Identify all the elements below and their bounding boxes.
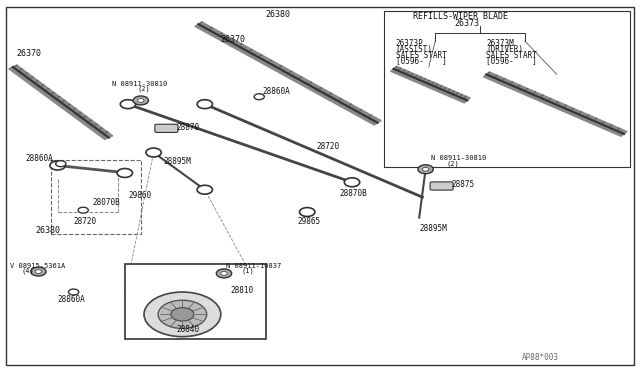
Text: 28720: 28720: [317, 142, 340, 151]
Text: 28870B: 28870B: [339, 189, 367, 198]
Circle shape: [300, 208, 315, 217]
Text: (4): (4): [21, 267, 34, 274]
Circle shape: [133, 96, 148, 105]
Polygon shape: [195, 22, 381, 125]
Text: 28840: 28840: [176, 325, 199, 334]
Circle shape: [68, 289, 79, 295]
Text: 28810: 28810: [230, 286, 253, 295]
Circle shape: [158, 300, 207, 328]
Text: 26370: 26370: [221, 35, 246, 44]
Circle shape: [171, 308, 194, 321]
Text: SALES START: SALES START: [396, 51, 446, 60]
Circle shape: [35, 270, 42, 273]
Text: N 08911-30810: N 08911-30810: [112, 81, 167, 87]
Text: V 08915-5361A: V 08915-5361A: [10, 263, 65, 269]
Circle shape: [422, 167, 429, 171]
Text: 26370: 26370: [16, 49, 41, 58]
Text: (2): (2): [138, 85, 150, 92]
Text: 29860: 29860: [128, 191, 151, 200]
Circle shape: [197, 100, 212, 109]
Circle shape: [78, 207, 88, 213]
Circle shape: [197, 185, 212, 194]
Circle shape: [50, 161, 65, 170]
Text: 28860A: 28860A: [262, 87, 290, 96]
FancyBboxPatch shape: [430, 182, 453, 190]
Text: SALES START: SALES START: [486, 51, 537, 60]
Text: [0596-    ]: [0596- ]: [396, 56, 446, 65]
Text: 28720: 28720: [74, 217, 97, 226]
Circle shape: [216, 269, 232, 278]
Text: (ASSIST): (ASSIST): [396, 45, 433, 54]
Text: 29865: 29865: [298, 217, 321, 226]
Text: 28870: 28870: [176, 123, 199, 132]
Text: (2): (2): [447, 160, 460, 167]
Circle shape: [144, 292, 221, 337]
Text: AP88*003: AP88*003: [522, 353, 559, 362]
Circle shape: [120, 100, 136, 109]
Text: N 08911-30810: N 08911-30810: [431, 155, 486, 161]
Text: 26380: 26380: [266, 10, 291, 19]
Circle shape: [31, 267, 46, 276]
Polygon shape: [483, 72, 627, 136]
Text: (DRIVER): (DRIVER): [486, 45, 524, 54]
Text: 28070B: 28070B: [93, 198, 120, 207]
Text: N 08911-10837: N 08911-10837: [226, 263, 281, 269]
FancyBboxPatch shape: [155, 124, 178, 132]
Circle shape: [146, 148, 161, 157]
Text: 26380: 26380: [35, 226, 60, 235]
Text: 28895M: 28895M: [163, 157, 191, 166]
Bar: [125, 264, 266, 339]
Polygon shape: [9, 65, 113, 140]
Text: 26373M: 26373M: [486, 39, 514, 48]
Circle shape: [254, 94, 264, 100]
Circle shape: [138, 99, 144, 102]
Text: (1): (1): [242, 267, 255, 274]
Text: 28875: 28875: [451, 180, 474, 189]
Text: 28895M: 28895M: [419, 224, 447, 233]
Circle shape: [56, 161, 66, 167]
Text: [0596-    ]: [0596- ]: [486, 56, 537, 65]
Text: 26373: 26373: [454, 19, 479, 28]
Circle shape: [344, 178, 360, 187]
Polygon shape: [390, 67, 470, 103]
Text: 28860A: 28860A: [26, 154, 53, 163]
Circle shape: [221, 272, 227, 275]
Text: 26373P: 26373P: [396, 39, 423, 48]
Circle shape: [117, 169, 132, 177]
Bar: [384, 11, 630, 167]
Text: REFILLS-WIPER BLADE: REFILLS-WIPER BLADE: [413, 12, 508, 21]
Circle shape: [418, 165, 433, 174]
Text: 28860A: 28860A: [58, 295, 85, 304]
